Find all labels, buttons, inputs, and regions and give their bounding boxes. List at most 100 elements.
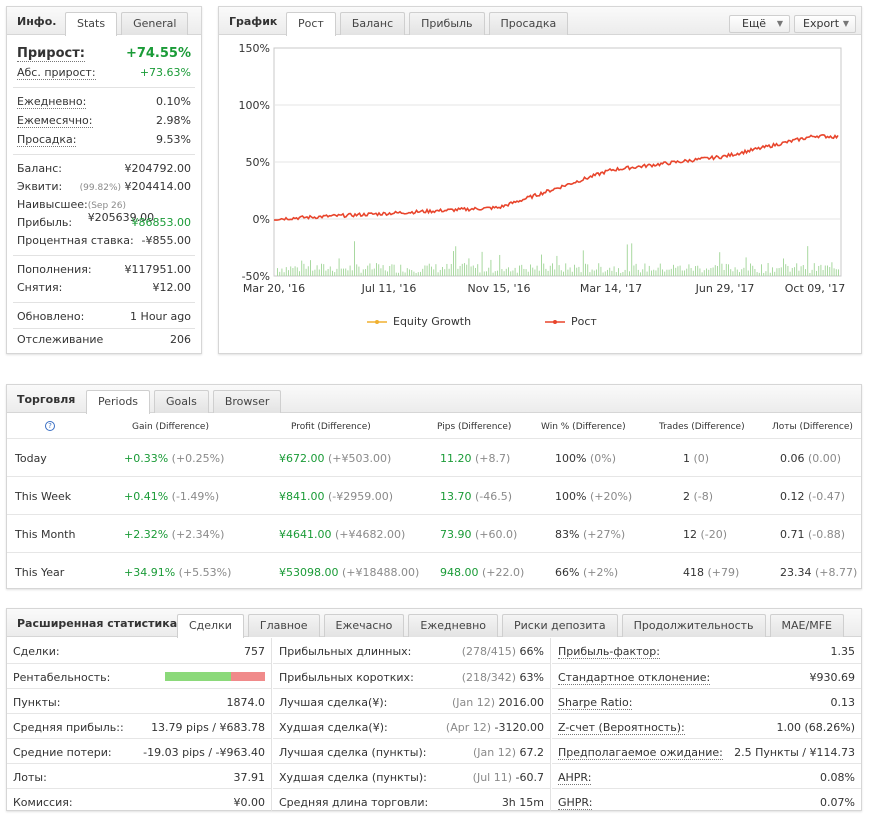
interest-value: -¥855.00 (141, 234, 191, 247)
lots-diff: (-0.47) (808, 490, 846, 503)
stat-label[interactable]: GHPR: (558, 796, 593, 810)
monthly-label[interactable]: Ежемесячно: (17, 114, 93, 128)
volume-bar (758, 272, 760, 276)
legend-item-equity[interactable]: Equity Growth (367, 315, 471, 328)
volume-bar (750, 263, 751, 276)
stat-label: Рентабельность: (13, 671, 111, 684)
table-row: This Year +34.91% (+5.53%) ¥53098.00 (+¥18… (7, 552, 861, 590)
stat-label[interactable]: AHPR: (558, 771, 592, 785)
tab-growth[interactable]: Рост (286, 12, 336, 36)
stat-value-wrap: (Apr 12) -3120.00 (446, 721, 544, 734)
volume-bar (818, 265, 820, 276)
tab-daily[interactable]: Ежедневно (408, 614, 498, 637)
volume-bar (450, 264, 452, 276)
trading-panel: Торговля Periods Goals Browser ? Gain (D… (6, 384, 862, 589)
volume-bar (712, 267, 714, 276)
stat-label[interactable]: Предполагаемое ожидание: (558, 746, 723, 760)
tracking-row: Отслеживание 206 (17, 333, 191, 346)
tab-periods[interactable]: Periods (86, 390, 151, 414)
volume-bar (747, 270, 749, 276)
tab-general[interactable]: General (121, 12, 189, 35)
legend-item-growth[interactable]: Рост (545, 315, 597, 328)
volume-bar (391, 264, 393, 276)
volume-bar (475, 267, 476, 276)
volume-bar (609, 267, 611, 276)
volume-bar (477, 264, 479, 276)
volume-bar (523, 268, 525, 276)
tab-mae-mfe[interactable]: MAE/MFE (769, 614, 844, 637)
growth-chart[interactable]: 150% 100% 50% 0% -50% Mar 20, '16 Jul 11, '16… (219, 36, 861, 354)
stat-value: -3120.00 (494, 721, 544, 734)
export-button[interactable]: Export ▼ (794, 15, 856, 33)
volume-bar (534, 269, 536, 276)
volume-bar (299, 271, 300, 276)
tab-drawdown[interactable]: Просадка (488, 12, 569, 35)
volume-bar (437, 272, 439, 276)
abs-growth-row: Абс. прирост: +73.63% (17, 66, 191, 80)
pips-value: 13.70 (440, 490, 472, 503)
growth-line[interactable] (273, 133, 839, 221)
abs-growth-label[interactable]: Абс. прирост: (17, 66, 96, 80)
tab-trades[interactable]: Сделки (177, 614, 244, 638)
equity-row: Эквити: (99.82%) ¥204414.00 (17, 180, 191, 193)
tab-stats[interactable]: Stats (65, 12, 118, 36)
growth-label[interactable]: Прирост: (17, 46, 85, 62)
more-button[interactable]: Ещё ▼ (729, 15, 790, 33)
profitability-win (165, 672, 231, 681)
stat-label[interactable]: Z-счет (Вероятность): (558, 721, 685, 735)
tab-balance[interactable]: Баланс (339, 12, 406, 35)
stat-row: Средняя длина торговли: 3h 15m (273, 788, 550, 813)
volume-bar (415, 272, 417, 276)
volume-bar (393, 264, 395, 276)
tab-goals[interactable]: Goals (154, 390, 209, 413)
gain-cell: +0.41% (-1.49%) (124, 490, 219, 503)
abs-growth-value: +73.63% (139, 66, 191, 79)
divider (13, 255, 195, 256)
daily-label[interactable]: Ежедневно: (17, 95, 87, 109)
table-row: This Month +2.32% (+2.34%) ¥4641.00 (+¥468… (7, 514, 861, 552)
tab-summary[interactable]: Главное (247, 614, 320, 637)
win-value: 83% (555, 528, 580, 541)
tab-hourly[interactable]: Ежечасно (323, 614, 405, 637)
stat-label[interactable]: Sharpe Ratio: (558, 696, 633, 710)
volume-bar (813, 263, 815, 276)
profit-row: Прибыль: ¥86853.00 (17, 216, 191, 229)
stat-row: Худшая сделка (пункты): (Jul 11) -60.7 (273, 763, 550, 788)
volume-bar (587, 264, 589, 276)
stat-label: Средние потери: (13, 746, 112, 759)
gain-diff: (+2.34%) (171, 528, 225, 541)
drawdown-label[interactable]: Просадка: (17, 133, 77, 147)
profit-cell: ¥53098.00 (+¥18488.00) (279, 566, 419, 579)
volume-bar (673, 264, 674, 276)
stat-label[interactable]: Стандартное отклонение: (558, 671, 711, 685)
tab-risk[interactable]: Риски депозита (502, 614, 618, 637)
help-icon[interactable]: ? (45, 421, 55, 431)
stat-value: -19.03 pips / -¥963.40 (143, 746, 265, 759)
stat-row: Рентабельность: (7, 663, 271, 688)
col-header-trades: Trades (Difference) (659, 422, 745, 432)
tracking-value: 206 (170, 333, 191, 346)
volume-bar (541, 254, 542, 276)
win-value: 100% (555, 452, 587, 465)
export-label: Export (803, 17, 840, 30)
volume-bar (668, 269, 670, 276)
volume-bar (642, 269, 644, 276)
volume-bar (655, 270, 657, 276)
trades-diff: (-20) (700, 528, 728, 541)
volume-bar (455, 246, 457, 276)
legend-label: Рост (571, 315, 597, 328)
stat-row: Прибыльных длинных: (278/415) 66% (273, 638, 550, 663)
ext-stats-tabs: Сделки Главное Ежечасно Ежедневно Риски … (177, 614, 844, 638)
pips-value: 73.90 (440, 528, 472, 541)
tab-profit[interactable]: Прибыль (409, 12, 485, 35)
volume-bar (681, 270, 683, 276)
volume-bar (400, 264, 402, 276)
stat-label[interactable]: Прибыль-фактор: (558, 645, 660, 659)
tab-browser[interactable]: Browser (212, 390, 282, 413)
tab-duration[interactable]: Продолжительность (621, 614, 766, 637)
stat-label: Лучшая сделка(¥): (279, 696, 388, 709)
drawdown-row: Просадка: 9.53% (17, 133, 191, 147)
volume-bar (560, 270, 562, 276)
win-diff: (+27%) (582, 528, 626, 541)
volume-bar (464, 263, 465, 276)
